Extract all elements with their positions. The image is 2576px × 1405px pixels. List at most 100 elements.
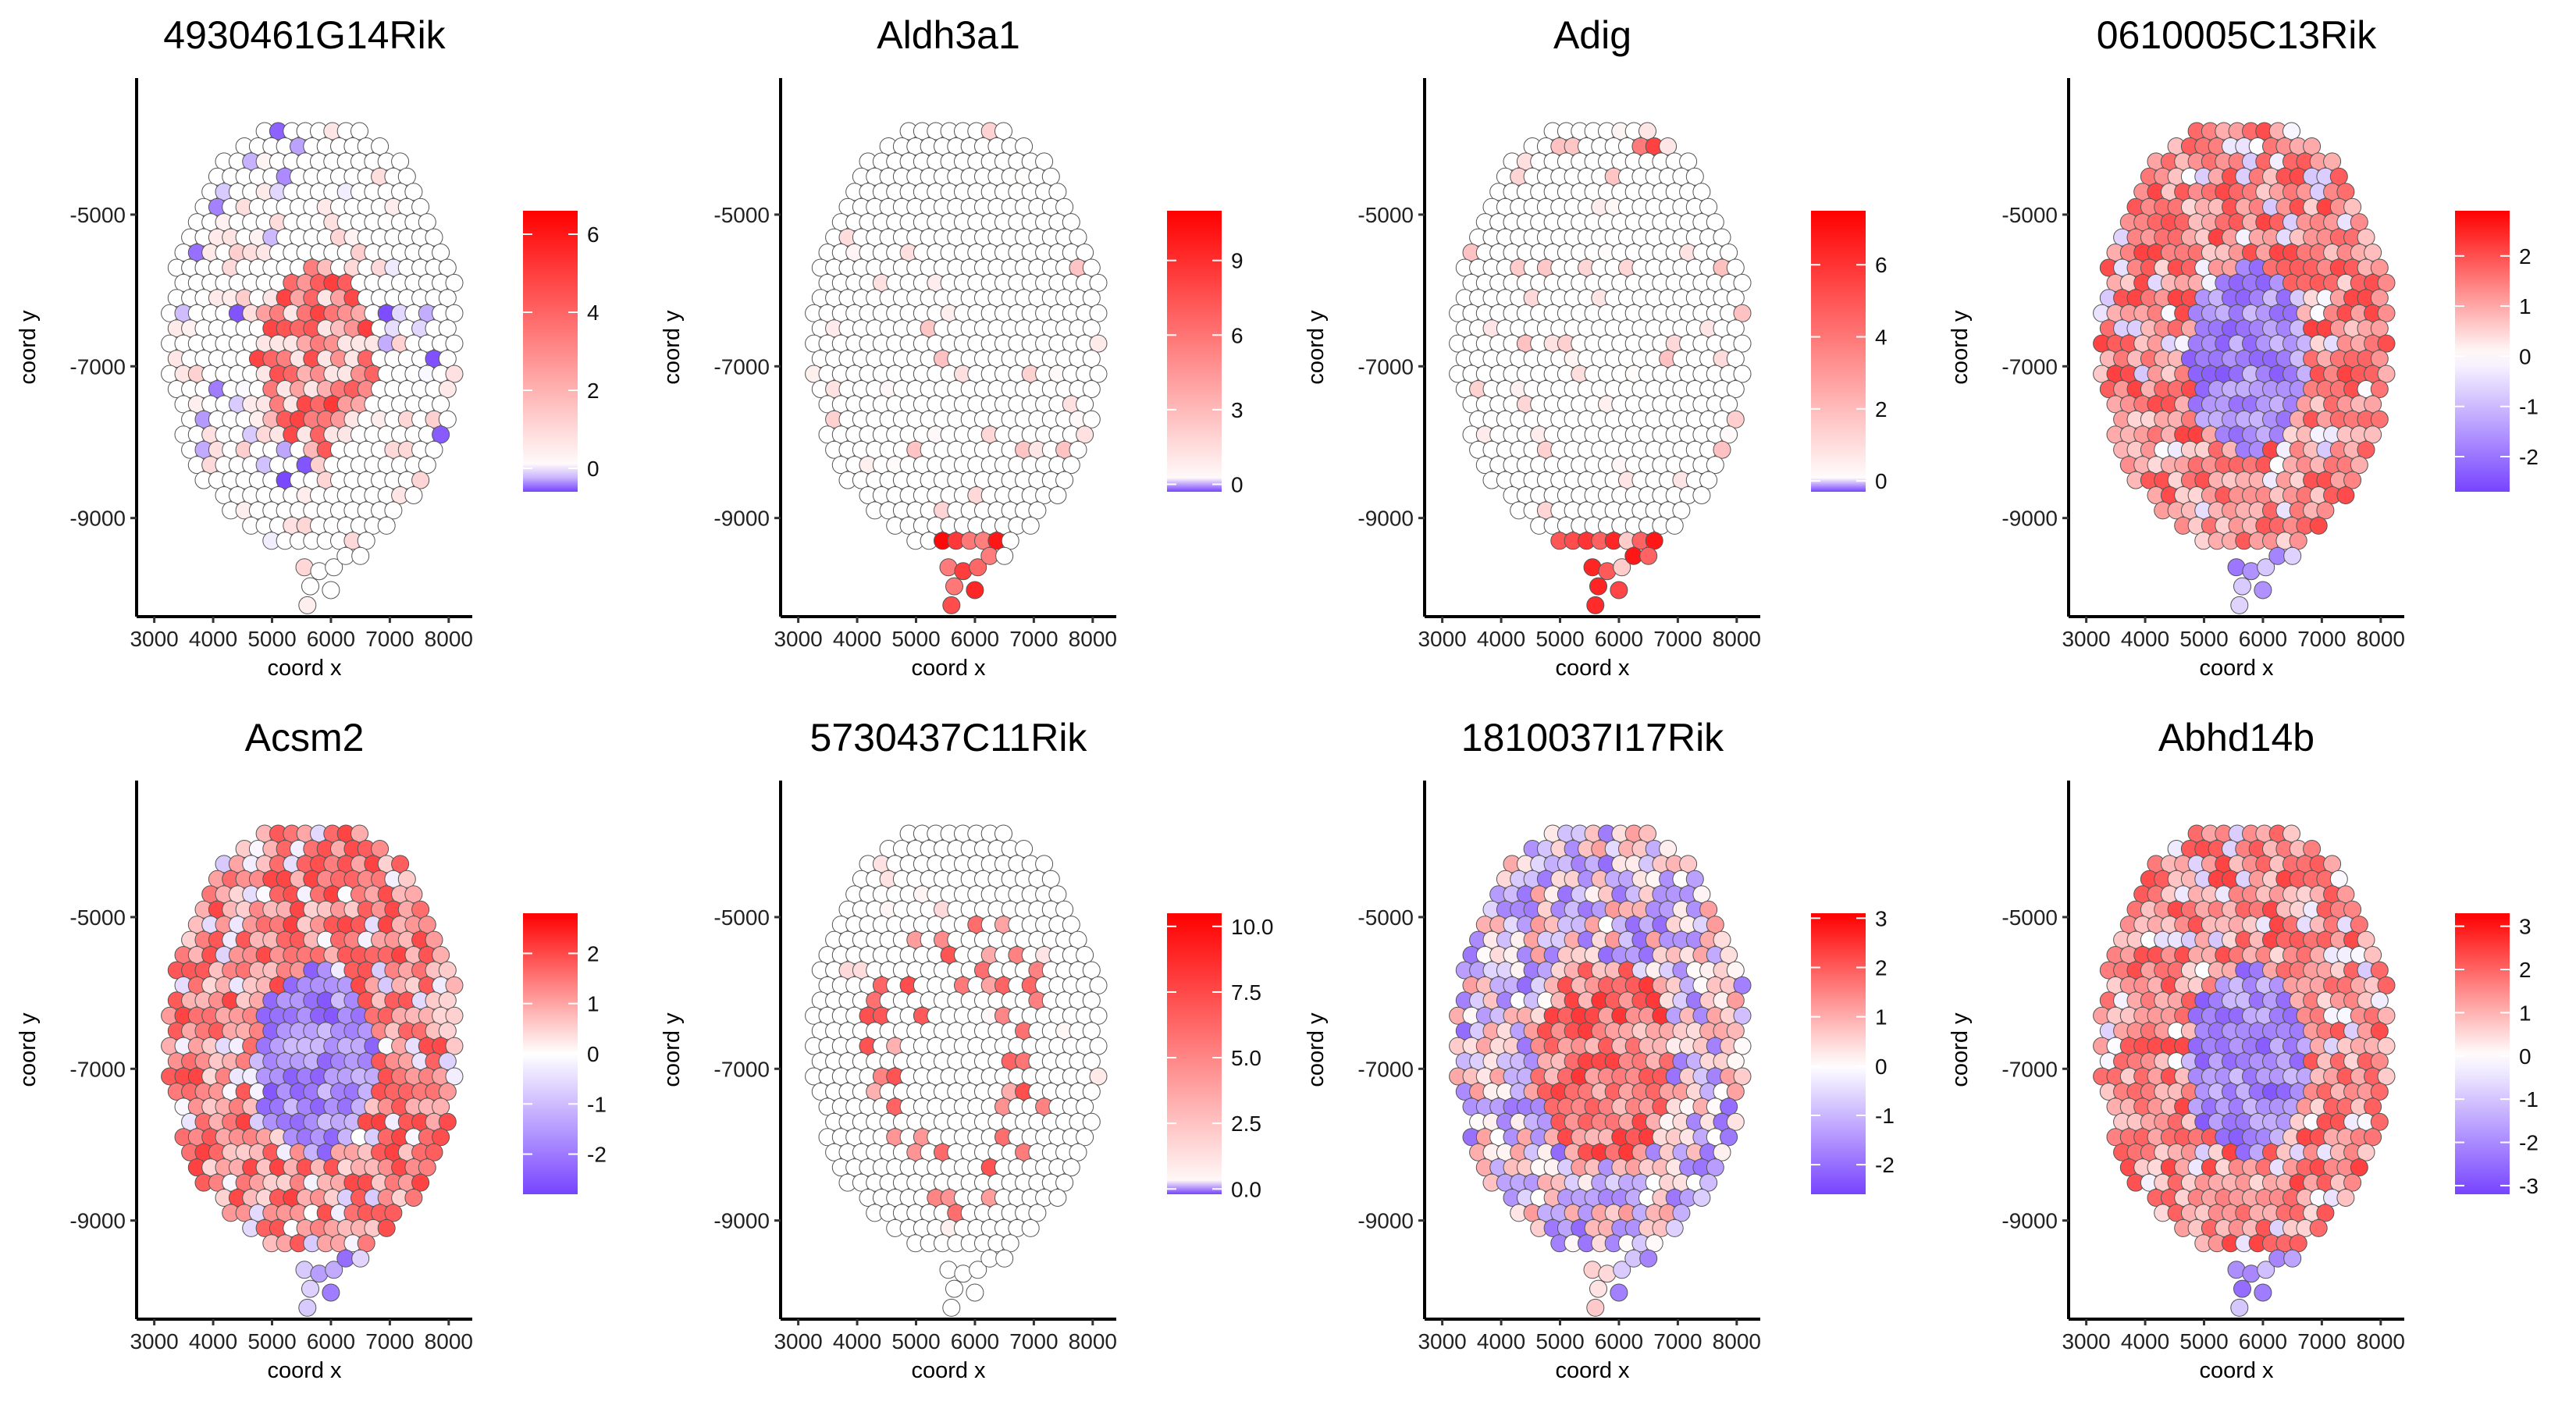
y-tick-label: -9000 <box>2001 1209 2058 1233</box>
data-point <box>357 532 375 550</box>
y-tick-label: -5000 <box>713 203 770 227</box>
data-point <box>2323 152 2342 171</box>
data-point <box>2336 486 2355 504</box>
data-point <box>418 916 436 934</box>
data-point <box>1679 855 1698 873</box>
data-point <box>1021 1218 1040 1237</box>
data-point <box>432 395 450 414</box>
data-point <box>2377 1006 2396 1025</box>
x-tick-label: 5000 <box>247 1329 296 1353</box>
legend-tick-label: -1 <box>1875 1104 1895 1128</box>
x-tick-label: 3000 <box>2062 1329 2110 1353</box>
panel-title: Abhd14b <box>2158 716 2314 759</box>
data-point <box>1089 1037 1108 1055</box>
data-point <box>418 1158 436 1177</box>
x-tick-label: 5000 <box>1535 1329 1584 1353</box>
data-point <box>2254 1283 2272 1302</box>
data-point <box>1733 365 1752 383</box>
panel-aldh3a1: Aldh3a1 -5000 -7000 -9000 3000 4000 5000 6000 70… <box>660 13 1244 681</box>
data-point <box>411 1173 430 1192</box>
data-point <box>995 1249 1014 1268</box>
y-axis-label: coord y <box>16 1012 41 1087</box>
data-point <box>2364 425 2382 444</box>
points <box>805 122 1108 614</box>
data-point <box>438 961 457 980</box>
y-tick-label: -7000 <box>69 354 126 379</box>
data-point <box>322 1283 340 1302</box>
data-point <box>1672 1204 1691 1222</box>
data-point <box>1610 1283 1628 1302</box>
legend-tick-label: 1 <box>2519 1001 2532 1025</box>
data-point <box>1713 440 1731 459</box>
data-point <box>969 558 987 577</box>
data-point <box>2336 1189 2355 1207</box>
x-tick-label: 8000 <box>1069 627 1117 651</box>
x-axis-label: coord x <box>911 656 986 681</box>
data-point <box>418 213 436 232</box>
points <box>161 824 464 1317</box>
x-tick-label: 3000 <box>1418 627 1466 651</box>
data-point <box>445 365 464 383</box>
legend-tick-label: 0 <box>587 457 600 481</box>
data-point <box>351 546 370 565</box>
data-point <box>1720 395 1738 414</box>
x-tick-label: 5000 <box>2179 627 2228 651</box>
data-point <box>2357 1143 2375 1161</box>
data-point <box>295 558 314 577</box>
data-point <box>2364 1128 2382 1147</box>
y-tick-label: -7000 <box>2001 354 2058 379</box>
data-point <box>322 581 340 599</box>
legend-tick-label: -2 <box>1875 1153 1895 1177</box>
data-point <box>2233 1279 2251 1298</box>
data-point <box>1089 273 1108 292</box>
data-point <box>1035 152 1054 171</box>
data-point <box>411 471 430 489</box>
data-point <box>1706 456 1724 475</box>
data-point <box>1062 456 1080 475</box>
y-tick-label: -5000 <box>69 905 126 930</box>
legend-tick-label: 3 <box>1231 398 1244 422</box>
data-point <box>2336 183 2355 201</box>
data-point <box>2343 197 2362 216</box>
data-point <box>1720 1097 1738 1116</box>
data-point <box>1055 471 1074 489</box>
data-point <box>2377 304 2396 322</box>
x-tick-label: 5000 <box>891 627 940 651</box>
data-point <box>1076 1097 1094 1116</box>
panel-title: 4930461G14Rik <box>163 13 446 57</box>
data-point <box>945 577 963 596</box>
data-point <box>2309 516 2328 535</box>
x-tick-label: 6000 <box>307 627 355 651</box>
panel-acsm2: Acsm2 -5000 -7000 -9000 3000 4000 5000 6000 7000… <box>16 716 607 1383</box>
legend-tick-label: 7.5 <box>1231 980 1261 1005</box>
data-point <box>1062 213 1080 232</box>
data-point <box>384 501 403 520</box>
y-tick-label: -9000 <box>1357 1209 1414 1233</box>
data-point <box>1082 1112 1101 1131</box>
data-point <box>445 334 464 353</box>
data-point <box>1082 350 1101 368</box>
x-axis-label: coord x <box>267 1358 342 1383</box>
data-point <box>1659 840 1678 858</box>
data-point <box>1699 900 1718 919</box>
data-point <box>445 1067 464 1086</box>
x-tick-label: 4000 <box>833 1329 881 1353</box>
y-tick-label: -9000 <box>713 1209 770 1233</box>
data-point <box>1041 870 1060 888</box>
data-point <box>1659 137 1678 155</box>
data-point <box>301 1279 319 1298</box>
data-point <box>1645 1234 1663 1253</box>
points <box>805 824 1108 1317</box>
x-axis-label: coord x <box>2199 656 2274 681</box>
data-point <box>404 486 423 504</box>
y-axis-label: coord y <box>1948 310 1973 385</box>
data-point <box>1639 1249 1658 1268</box>
legend-tick-label: 0 <box>587 1042 600 1066</box>
panel-0610005c13rik: 0610005C13Rik -5000 -7000 -9000 3000 4000 5000… <box>1948 13 2539 681</box>
data-point <box>1089 365 1108 383</box>
data-point <box>391 152 410 171</box>
panel-4930461g14rik: 4930461G14Rik -5000 -7000 -9000 3000 4000 5000… <box>16 13 600 681</box>
y-tick-label: -9000 <box>69 1209 126 1233</box>
data-point <box>404 1189 423 1207</box>
data-point <box>1055 900 1074 919</box>
